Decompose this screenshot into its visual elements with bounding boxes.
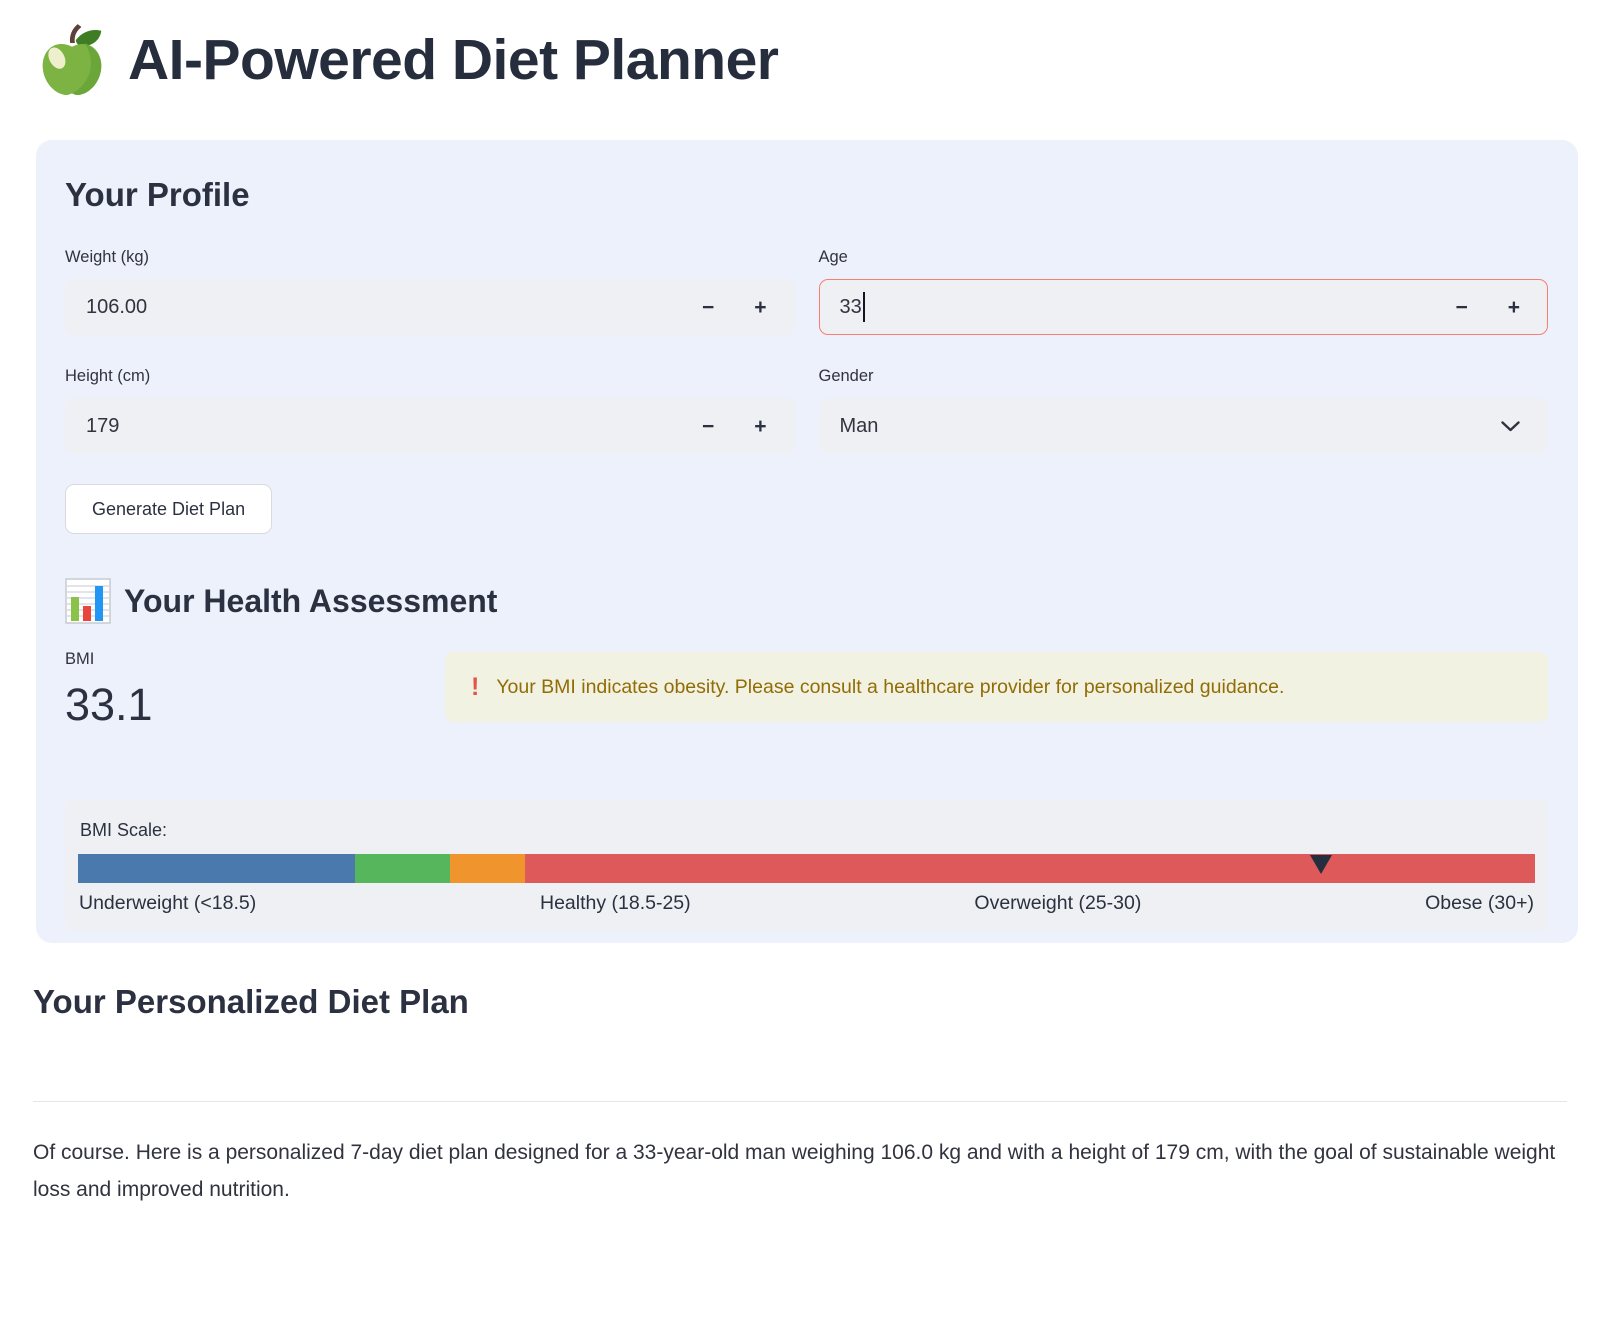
weight-value[interactable]: 106.00 (86, 295, 148, 318)
app-header: AI-Powered Diet Planner (38, 22, 1567, 98)
height-label: Height (cm) (65, 367, 151, 385)
bar-chart-icon (65, 578, 111, 624)
height-input[interactable]: 179 − + (65, 398, 795, 454)
page: AI-Powered Diet Planner Your Profile Wei… (33, 22, 1578, 1202)
weight-increment-button[interactable]: + (754, 295, 767, 319)
age-decrement-button[interactable]: − (1455, 295, 1468, 319)
weight-label: Weight (kg) (65, 248, 150, 266)
weight-decrement-button[interactable]: − (701, 295, 715, 319)
page-title: AI-Powered Diet Planner (128, 28, 779, 92)
bmi-metric: BMI 33.1 (65, 650, 445, 731)
bmi-segment-overweight (449, 854, 526, 883)
bmi-marker (1309, 855, 1332, 874)
bmi-metric-label: BMI (65, 650, 95, 668)
age-label: Age (818, 248, 848, 266)
generate-diet-plan-button[interactable]: Generate Diet Plan (65, 484, 273, 534)
bmi-scale-bar (78, 854, 1535, 883)
divider (33, 1101, 1567, 1102)
height-increment-button[interactable]: + (754, 414, 767, 438)
scale-label-overweight: Overweight (25-30) (974, 892, 1142, 914)
age-input[interactable]: 33 − + (818, 279, 1548, 335)
assessment-heading: Your Health Assessment (124, 582, 498, 619)
age-field-group: Age 33 − + (818, 248, 1548, 335)
text-caret (862, 292, 865, 322)
scale-label-obese: Obese (30+) (1425, 892, 1534, 914)
age-value-wrap[interactable]: 33 (840, 292, 1456, 322)
height-value[interactable]: 179 (86, 414, 120, 437)
plan-paragraph: Of course. Here is a personalized 7-day … (33, 1141, 1556, 1202)
chevron-down-icon (1501, 420, 1520, 432)
profile-form-row-1: Weight (kg) 106.00 − + Age 33 − + (65, 248, 1548, 335)
bmi-scale-box: BMI Scale: Underweight (<18.5) Healthy (… (65, 799, 1548, 931)
green-apple-icon (38, 22, 106, 98)
height-field-group: Height (cm) 179 − + (65, 367, 795, 454)
bmi-segment-obese (525, 854, 1535, 883)
plan-heading: Your Personalized Diet Plan (33, 983, 469, 1020)
profile-heading: Your Profile (65, 176, 250, 213)
height-stepper: − + (702, 416, 767, 437)
gender-select[interactable]: Man (818, 398, 1548, 454)
gender-field-group: Gender Man (818, 367, 1548, 454)
bmi-metric-value: 33.1 (65, 679, 153, 730)
warning-text: Your BMI indicates obesity. Please consu… (496, 675, 1285, 698)
scale-label-healthy: Healthy (18.5-25) (539, 892, 691, 914)
bmi-scale-label: BMI Scale: (80, 820, 168, 840)
age-stepper: − + (1455, 297, 1520, 318)
profile-panel: Your Profile Weight (kg) 106.00 − + Age … (36, 140, 1578, 943)
age-increment-button[interactable]: + (1507, 295, 1520, 319)
bmi-metric-row: BMI 33.1 ! Your BMI indicates obesity. P… (65, 650, 1548, 731)
height-decrement-button[interactable]: − (701, 414, 715, 438)
gender-label: Gender (818, 367, 874, 385)
weight-field-group: Weight (kg) 106.00 − + (65, 248, 795, 335)
weight-input[interactable]: 106.00 − + (65, 279, 795, 335)
bmi-scale-labels: Underweight (<18.5) Healthy (18.5-25) Ov… (78, 892, 1535, 915)
weight-stepper: − + (702, 297, 767, 318)
warning-exclamation-icon: ! (471, 672, 480, 701)
age-value[interactable]: 33 (839, 295, 862, 318)
scale-label-underweight: Underweight (<18.5) (79, 892, 257, 914)
bmi-segment-underweight (78, 854, 355, 883)
profile-form-row-2: Height (cm) 179 − + Gender Man (65, 367, 1548, 454)
bmi-segment-healthy (354, 854, 450, 883)
gender-value: Man (839, 414, 879, 437)
bmi-warning-banner: ! Your BMI indicates obesity. Please con… (445, 652, 1548, 722)
assessment-header: Your Health Assessment (65, 578, 1548, 624)
